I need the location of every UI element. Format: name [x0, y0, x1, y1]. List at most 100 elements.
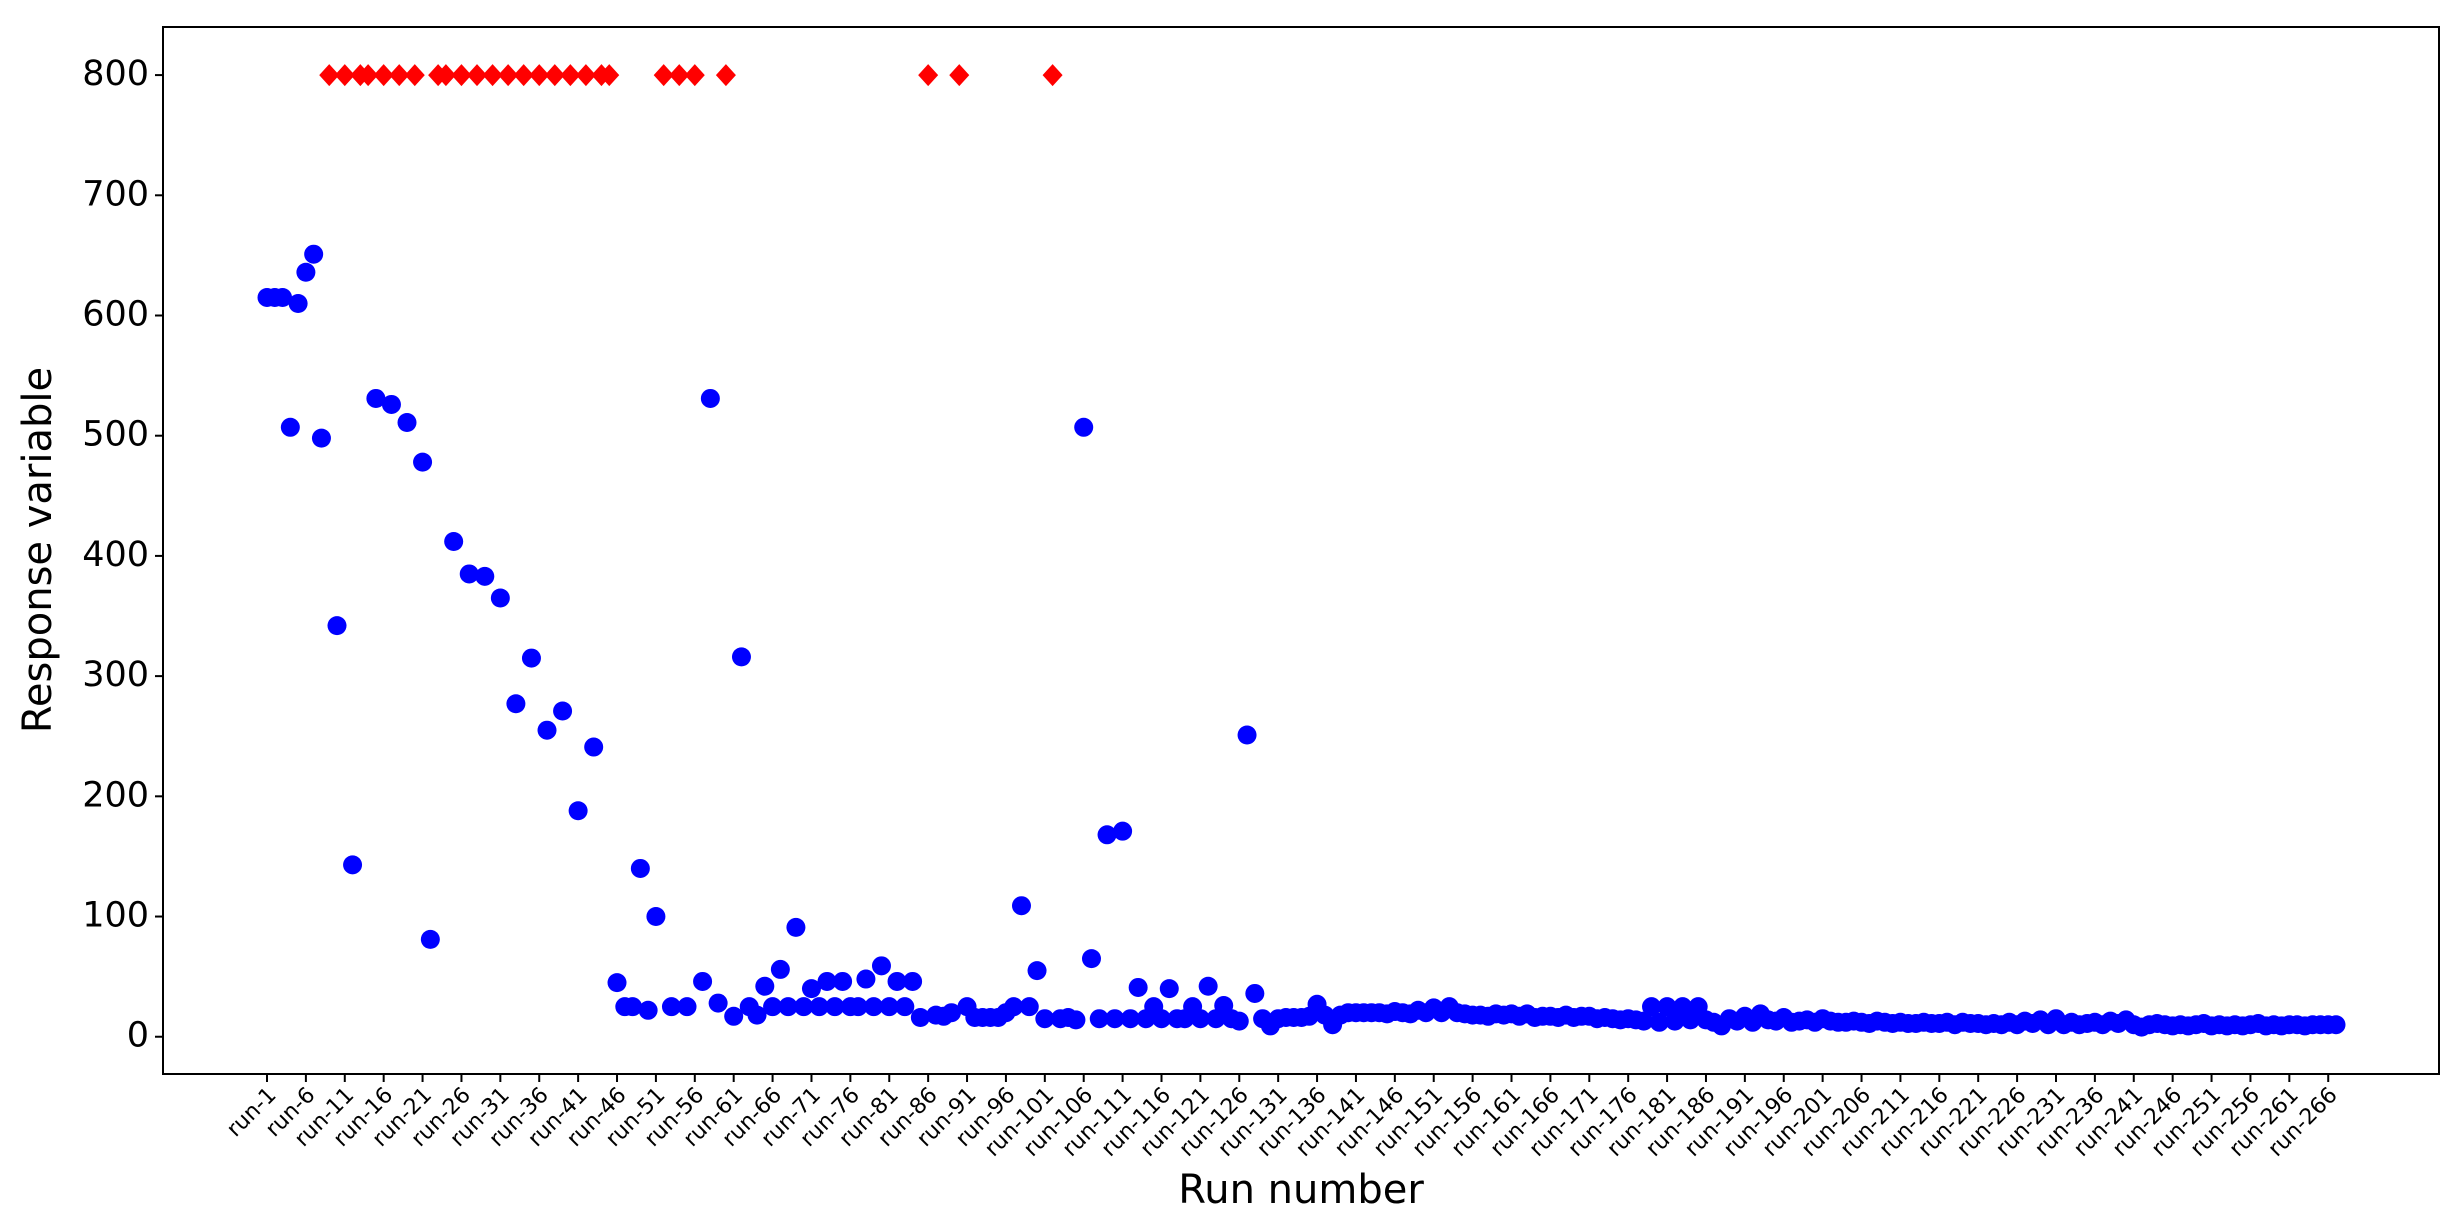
- point: [1237, 725, 1257, 745]
- point: [420, 929, 440, 949]
- point: [755, 976, 775, 996]
- point: [1190, 1009, 1210, 1029]
- point: [871, 956, 891, 976]
- x-axis-title: Run number: [1178, 1167, 1424, 1213]
- failed-point: [513, 64, 534, 87]
- point: [833, 971, 853, 991]
- point: [677, 997, 697, 1017]
- failed-point: [575, 64, 596, 87]
- point: [848, 997, 868, 1017]
- point: [786, 917, 806, 937]
- failed-point: [358, 64, 379, 87]
- point: [1027, 961, 1047, 981]
- failed-point: [715, 64, 736, 87]
- point: [1066, 1010, 1086, 1030]
- point: [568, 801, 588, 821]
- point: [327, 616, 347, 636]
- point: [1198, 976, 1218, 996]
- point: [825, 997, 845, 1017]
- point: [646, 907, 666, 927]
- point: [661, 997, 681, 1017]
- failed-point: [451, 64, 472, 87]
- point: [366, 388, 386, 408]
- point: [809, 997, 829, 1017]
- y-tick-label: 0: [127, 1016, 149, 1056]
- point: [537, 720, 557, 740]
- point: [708, 993, 728, 1013]
- point: [1229, 1011, 1249, 1031]
- point: [1634, 1011, 1654, 1031]
- point: [381, 394, 401, 414]
- point: [506, 694, 526, 714]
- point: [747, 1005, 767, 1025]
- y-tick-label: 200: [82, 775, 149, 815]
- point: [623, 997, 643, 1017]
- point: [1035, 1009, 1055, 1029]
- point: [763, 997, 783, 1017]
- failed-point: [498, 64, 519, 87]
- point: [731, 647, 751, 667]
- point: [770, 959, 790, 979]
- point: [1004, 997, 1024, 1017]
- point: [413, 452, 433, 472]
- point: [1081, 949, 1101, 969]
- failed-point: [373, 64, 394, 87]
- point: [638, 1000, 658, 1020]
- failed-point: [653, 64, 674, 87]
- point: [521, 648, 541, 668]
- failed-point: [389, 64, 410, 87]
- plot-frame: [162, 26, 2440, 1075]
- point: [343, 855, 363, 875]
- failed-point: [1042, 64, 1063, 87]
- failed-point: [467, 64, 488, 87]
- point: [1657, 997, 1677, 1017]
- point: [724, 1006, 744, 1026]
- point: [1074, 417, 1094, 437]
- point: [941, 1003, 961, 1023]
- failed-point: [599, 64, 620, 87]
- point: [584, 737, 604, 757]
- point: [1089, 1009, 1109, 1029]
- point: [895, 997, 915, 1017]
- point: [273, 287, 293, 307]
- y-tick-label: 600: [82, 294, 149, 334]
- failed-point: [544, 64, 565, 87]
- point: [475, 566, 495, 586]
- y-tick-label: 100: [82, 896, 149, 936]
- failed-point: [334, 64, 355, 87]
- point: [1011, 896, 1031, 916]
- point: [288, 293, 308, 313]
- point: [910, 1008, 930, 1028]
- point: [444, 531, 464, 551]
- point: [700, 388, 720, 408]
- point: [801, 979, 821, 999]
- point: [2326, 1015, 2346, 1035]
- failed-point: [949, 64, 970, 87]
- point: [856, 969, 876, 989]
- failed-point: [684, 64, 705, 87]
- point: [490, 588, 510, 608]
- point: [1665, 1011, 1685, 1031]
- point: [1642, 997, 1662, 1017]
- point: [778, 997, 798, 1017]
- failed-point: [669, 64, 690, 87]
- point: [1113, 821, 1133, 841]
- point: [1159, 979, 1179, 999]
- point: [1097, 825, 1117, 845]
- point: [693, 971, 713, 991]
- point: [311, 428, 331, 448]
- point: [817, 971, 837, 991]
- failed-point: [435, 64, 456, 87]
- failed-point: [529, 64, 550, 87]
- point: [630, 858, 650, 878]
- point: [1245, 983, 1265, 1003]
- point: [794, 997, 814, 1017]
- failed-point: [560, 64, 581, 87]
- point: [1128, 977, 1148, 997]
- point: [887, 971, 907, 991]
- point: [1019, 997, 1039, 1017]
- failed-point: [918, 64, 939, 87]
- point: [879, 997, 899, 1017]
